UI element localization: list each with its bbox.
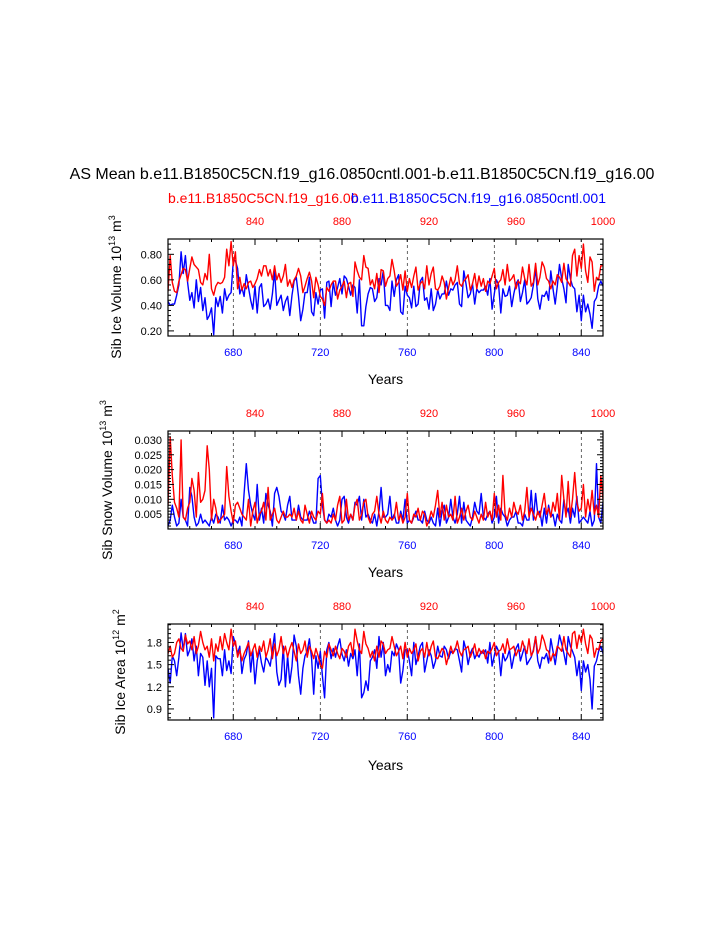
y-tick-label: 0.020: [134, 465, 162, 477]
y-tick-label: 0.80: [141, 249, 162, 261]
y-tick-label: 1.2: [147, 682, 162, 694]
chart-panel-2: 680 720 760 800 840 840 880 920 960 1000 0.005 0.01…: [98, 400, 615, 580]
x-tick-label-top: 840: [246, 601, 264, 613]
y-axis-label-part: m: [108, 220, 124, 236]
x-tick-label-top: 920: [420, 216, 438, 228]
x-tick-label-bottom: 760: [398, 540, 416, 552]
x-tick-label-top: 960: [507, 408, 525, 420]
x-tick-label-bottom: 800: [485, 347, 503, 359]
x-tick-label-top: 960: [507, 601, 525, 613]
legend-red-label: b.e11.B1850C5CN.f19_g16.00: [168, 190, 359, 206]
x-tick-label-top: 1000: [591, 216, 615, 228]
x-tick-label-top: 880: [333, 601, 351, 613]
x-axis-label: Years: [368, 757, 403, 773]
x-tick-label-bottom: 840: [572, 540, 590, 552]
x-tick-label-bottom: 840: [572, 347, 590, 359]
x-tick-label-bottom: 760: [398, 347, 416, 359]
y-axis-label-part: 3: [107, 215, 117, 220]
y-axis-label: Sib Snow Volume 1013 m3: [98, 400, 115, 560]
chart-panels: 680 720 760 800 840 840 880 920 960 1000 0.20 0.40 0…: [98, 215, 615, 773]
x-tick-label-top: 880: [333, 216, 351, 228]
y-tick-label: 0.010: [134, 494, 162, 506]
y-axis-label-part: 13: [107, 236, 117, 246]
x-tick-label-bottom: 680: [224, 731, 242, 743]
y-axis-label: Sib Ice Volume 1013 m3: [107, 215, 124, 358]
y-tick-label: 0.40: [141, 300, 162, 312]
series-red-line: [168, 628, 603, 669]
y-axis-label-part: m: [99, 405, 115, 421]
y-axis-label: Sib Ice Area 1012 m2: [111, 609, 128, 735]
y-axis-label-part: m: [112, 614, 128, 630]
x-tick-label-top: 1000: [591, 601, 615, 613]
y-tick-label: 0.005: [134, 509, 162, 521]
series-blue-line: [168, 463, 603, 527]
y-axis-label-part: 13: [98, 421, 108, 431]
x-tick-label-bottom: 840: [572, 731, 590, 743]
x-tick-label-bottom: 720: [311, 731, 329, 743]
y-tick-label: 0.9: [147, 704, 162, 716]
x-tick-label-top: 920: [420, 408, 438, 420]
x-tick-label-top: 840: [246, 408, 264, 420]
y-axis-label-part: Sib Ice Volume 10: [108, 246, 124, 359]
y-tick-label: 1.8: [147, 637, 162, 649]
y-axis-label-part: 12: [111, 630, 121, 640]
x-tick-label-bottom: 800: [485, 731, 503, 743]
x-tick-label-top: 920: [420, 601, 438, 613]
y-axis-label-part: Sib Snow Volume 10: [99, 430, 115, 559]
y-tick-label: 0.20: [141, 326, 162, 338]
series-red-line: [168, 240, 603, 307]
y-tick-label: 0.60: [141, 275, 162, 287]
y-axis-label-part: 2: [111, 609, 121, 614]
y-axis-label-part: 3: [98, 400, 108, 405]
x-tick-label-bottom: 720: [311, 347, 329, 359]
legend-blue-label: b.e11.B1850C5CN.f19_g16.0850cntl.001: [351, 190, 606, 206]
x-tick-label-bottom: 720: [311, 540, 329, 552]
x-tick-label-top: 960: [507, 216, 525, 228]
y-tick-label: 0.025: [134, 450, 162, 462]
chart-panel-3: 680 720 760 800 840 840 880 920 960 1000 0.9 1.2 1.5…: [111, 601, 615, 773]
x-axis-label: Years: [368, 371, 403, 387]
x-tick-label-top: 880: [333, 408, 351, 420]
y-tick-label: 1.5: [147, 660, 162, 672]
x-axis-label: Years: [368, 564, 403, 580]
y-tick-label: 0.015: [134, 479, 162, 491]
figure-title: AS Mean b.e11.B1850C5CN.f19_g16.0850cntl…: [70, 166, 655, 183]
series-red-line: [168, 436, 603, 527]
x-tick-label-top: 1000: [591, 408, 615, 420]
chart-panel-1: 680 720 760 800 840 840 880 920 960 1000 0.20 0.40 0…: [107, 215, 615, 387]
x-tick-label-top: 840: [246, 216, 264, 228]
x-tick-label-bottom: 760: [398, 731, 416, 743]
x-tick-label-bottom: 680: [224, 347, 242, 359]
y-tick-label: 0.030: [134, 435, 162, 447]
x-tick-label-bottom: 800: [485, 540, 503, 552]
y-axis-label-part: Sib Ice Area 10: [112, 640, 128, 735]
series-blue-line: [168, 632, 603, 719]
x-tick-label-bottom: 680: [224, 540, 242, 552]
